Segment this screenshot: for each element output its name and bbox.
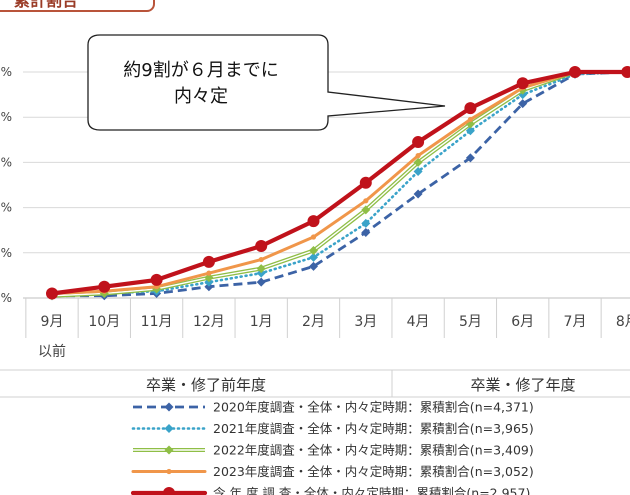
data-point: [363, 198, 369, 204]
y-tick-label: 0%: [0, 65, 12, 79]
data-point: [309, 246, 318, 256]
x-tick-label: 8月: [616, 314, 630, 330]
x-tick-label: 9月: [41, 314, 64, 330]
data-point: [465, 153, 475, 163]
period-label-before: 卒業・修了前年度: [146, 376, 266, 394]
data-point: [413, 157, 423, 167]
callout-line-2: 内々定: [174, 86, 228, 107]
series-line: [50, 70, 629, 295]
data-point: [307, 215, 320, 228]
legend: 2020年度調査・全体・内々定時期：累積割合(n=4,371) 2021年度調査・…: [130, 400, 534, 495]
x-tick-label: 6月: [511, 314, 534, 330]
series-line-inner: [51, 71, 628, 297]
data-point: [467, 116, 473, 123]
data-point: [204, 282, 214, 292]
data-point: [206, 270, 212, 276]
data-point: [204, 273, 214, 283]
data-point: [309, 252, 318, 262]
legend-item: 2020年度調査・全体・内々定時期：累積割合(n=4,371): [133, 400, 534, 415]
y-tick-label: 0%: [0, 155, 12, 169]
data-point: [413, 189, 423, 199]
data-point: [361, 218, 371, 228]
data-point: [258, 256, 264, 263]
data-point: [256, 277, 266, 287]
period-labels: 卒業・修了前年度 卒業・修了年度: [146, 376, 576, 394]
period-label-during: 卒業・修了年度: [470, 376, 575, 394]
y-axis-labels: 0% 0% 0% 0% 0% 0%: [0, 65, 12, 305]
data-point: [621, 66, 630, 78]
data-point: [361, 227, 371, 237]
callout-box: [87, 34, 446, 131]
series-line: [52, 70, 628, 298]
data-point: [150, 273, 163, 286]
data-point: [518, 99, 528, 109]
data-point: [46, 287, 58, 300]
data-point: [361, 205, 371, 215]
data-point: [202, 255, 215, 268]
series-layer: [46, 66, 630, 301]
legend-marker: [163, 487, 175, 495]
legend-item: 令 年 度 調 査・全体・内々定時期：累積割合(n=2,957): [130, 486, 530, 495]
data-point: [415, 153, 421, 159]
x-tick-sublabel: 以前: [38, 343, 66, 360]
data-point: [98, 280, 111, 293]
legend-label: 2022年度調査・全体・内々定時期：累積割合(n=3,409): [213, 443, 534, 458]
data-point: [310, 234, 317, 240]
data-point: [412, 136, 425, 149]
data-point: [255, 240, 268, 253]
x-tick-label: 10月: [88, 314, 120, 330]
x-tick-label: 2月: [302, 314, 325, 330]
x-tick-label: 12月: [193, 314, 225, 330]
x-tick-label: 7月: [564, 314, 587, 330]
data-point: [569, 66, 581, 78]
chart-title-tab: 累計割合: [0, 0, 155, 12]
legend-marker: [164, 424, 174, 433]
x-tick-label: 1月: [250, 314, 273, 330]
data-point: [309, 261, 318, 271]
data-point: [465, 126, 475, 136]
callout-text: 約9割が６月までに 内々定: [96, 58, 306, 110]
y-tick-label: 0%: [0, 201, 12, 215]
legend-marker: [164, 402, 174, 412]
data-point: [464, 102, 477, 115]
legend-item: 2022年度調査・全体・内々定時期：累積割合(n=3,409): [133, 443, 534, 458]
legend-label: 令 年 度 調 査・全体・内々定時期：累積割合(n=2,957): [213, 486, 530, 495]
legend-item: 2021年度調査・全体・内々定時期：累積割合(n=3,965): [131, 421, 534, 436]
data-point: [413, 166, 423, 176]
y-tick-label: 0%: [0, 110, 12, 124]
data-point: [359, 176, 372, 189]
legend-marker: [164, 445, 174, 455]
x-tick-label: 5月: [459, 314, 482, 330]
data-point: [256, 264, 266, 274]
x-tick-label: 3月: [354, 314, 377, 330]
data-point: [516, 77, 529, 90]
legend-item: 2023年度調査・全体・内々定時期：累積割合(n=3,052): [131, 464, 534, 479]
series-5: [46, 66, 630, 300]
legend-label: 2023年度調査・全体・内々定時期：累積割合(n=3,052): [213, 464, 534, 479]
x-tick-label: 4月: [407, 314, 430, 330]
y-tick-label: 0%: [0, 291, 12, 305]
legend-label: 2021年度調査・全体・内々定時期：累積割合(n=3,965): [213, 421, 534, 436]
legend-marker: [166, 468, 172, 475]
y-tick-label: 0%: [0, 246, 12, 260]
callout-line-1: 約9割が６月までに: [123, 60, 279, 81]
x-tick-label: 11月: [141, 314, 173, 330]
series-3: [47, 67, 630, 301]
legend-label: 2020年度調査・全体・内々定時期：累積割合(n=4,371): [213, 400, 534, 415]
series-line: [49, 69, 630, 296]
